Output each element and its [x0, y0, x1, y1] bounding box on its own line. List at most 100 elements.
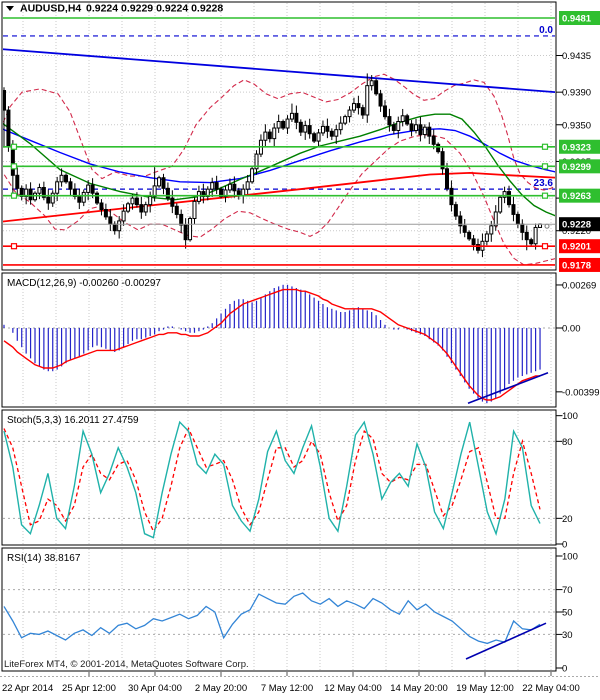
candle-bullish — [245, 181, 250, 190]
candle-bearish — [298, 121, 303, 133]
candle-bearish — [476, 244, 481, 251]
macd-scale-label: -0.00399 — [562, 387, 600, 398]
candle-bullish — [143, 204, 148, 213]
line-handle-marker[interactable] — [541, 143, 549, 150]
line-handle-marker[interactable] — [10, 192, 18, 199]
candle-bullish — [50, 192, 55, 204]
candle-bearish — [267, 131, 272, 140]
candle-bearish — [134, 197, 139, 206]
chart-title-symbol: AUDUSD,H4 — [20, 3, 81, 15]
rsi-panel[interactable] — [1, 547, 557, 672]
macd-scale-label: 0.00 — [562, 324, 581, 335]
candle-bullish — [117, 220, 122, 232]
candle-bearish — [232, 183, 237, 192]
time-axis-label[interactable]: 25 Apr 12:00 — [62, 683, 116, 694]
time-axis-label[interactable]: 22 May 04:00 — [522, 683, 580, 694]
candle-bearish — [95, 192, 100, 204]
time-axis-layer[interactable]: 22 Apr 2014 25 Apr 12:00 30 Apr 04:00 2 May… — [0, 672, 600, 694]
candle-bearish — [374, 80, 379, 95]
price-badge-label: 0.9201 — [562, 242, 592, 253]
candle-bullish — [422, 126, 427, 136]
price-badge-green — [559, 11, 600, 25]
candle-bullish — [285, 118, 290, 129]
main-price-panel[interactable] — [1, 1, 557, 271]
price-badge-black — [559, 217, 600, 232]
symbol-dropdown-icon[interactable] — [6, 6, 14, 11]
candle-bullish — [86, 184, 91, 193]
time-axis-label[interactable]: 2 May 20:00 — [195, 683, 247, 694]
grid-layer — [3, 3, 555, 670]
candle-bearish — [28, 188, 33, 201]
candle-bearish — [462, 225, 467, 233]
line-handle-marker[interactable] — [10, 243, 18, 250]
rsi-line — [3, 592, 541, 645]
price-badge-label: 0.9263 — [562, 191, 591, 202]
candle-bullish — [400, 115, 405, 123]
candle-bullish — [493, 211, 498, 227]
candle-bullish — [347, 109, 352, 118]
candle-bearish — [409, 123, 414, 131]
time-axis-label[interactable]: 14 May 20:00 — [390, 683, 448, 694]
candle-bullish — [484, 233, 489, 242]
candle-bullish — [272, 127, 277, 140]
price-badge-green — [559, 139, 600, 154]
candle-bearish — [165, 187, 170, 199]
candle-bearish — [329, 130, 334, 137]
candle-bearish — [391, 124, 396, 131]
candle-bearish — [10, 145, 15, 176]
candle-bearish — [214, 182, 219, 190]
candle-bullish — [126, 203, 131, 212]
candle-bullish — [396, 121, 401, 131]
stochastic-panel[interactable] — [1, 409, 557, 546]
candle-bullish — [316, 132, 321, 142]
candle-bearish — [183, 224, 188, 241]
copyright-text: LiteForex MT4, © 2001-2014, MetaQuotes S… — [4, 659, 249, 670]
candle-bearish — [307, 125, 312, 135]
time-axis-label[interactable]: 30 Apr 04:00 — [128, 683, 182, 694]
macd-scale-label: 0.00269 — [562, 280, 596, 291]
time-axis-label[interactable]: 19 May 12:00 — [456, 683, 514, 694]
candle-bearish — [64, 174, 69, 183]
candle-bullish — [152, 185, 157, 197]
line-handle-marker[interactable] — [10, 163, 18, 170]
candle-bullish — [343, 116, 348, 124]
rsi-label: RSI(14) 38.8167 — [7, 553, 81, 564]
price-badge-label: 0.9178 — [562, 260, 591, 271]
line-handle-marker[interactable] — [541, 192, 549, 199]
candle-bearish — [219, 188, 224, 197]
price-scale-label: 0.9350 — [562, 120, 591, 131]
candle-bearish — [112, 223, 117, 232]
candle-bearish — [445, 168, 449, 189]
candle-bearish — [170, 197, 175, 207]
candle-bullish — [320, 125, 325, 134]
time-axis-label[interactable]: 22 Apr 2014 — [2, 683, 53, 694]
price-badge-label: 0.9228 — [562, 220, 591, 231]
price-badge-green — [559, 188, 600, 203]
candle-bullish — [205, 188, 210, 197]
line-handle-marker[interactable] — [541, 243, 549, 250]
candle-bearish — [41, 187, 46, 198]
stochastic-scale-label: 0 — [562, 540, 567, 551]
price-badge-red — [559, 257, 600, 272]
time-axis-label[interactable]: 12 May 04:00 — [324, 683, 382, 694]
rsi-scale-label: 100 — [562, 552, 578, 563]
candle-bearish — [46, 196, 51, 204]
candle-bullish — [59, 174, 64, 183]
candle-bullish — [192, 200, 197, 219]
line-handle-marker[interactable] — [541, 163, 549, 170]
rsi-trendline[interactable] — [465, 622, 547, 660]
candle-bullish — [81, 191, 86, 203]
candle-bearish — [201, 191, 206, 197]
candle-bullish — [157, 177, 162, 187]
candle-bearish — [405, 115, 410, 125]
line-handle-marker[interactable] — [10, 143, 18, 150]
candle-bearish — [312, 133, 317, 142]
candle-bearish — [360, 107, 365, 116]
price-scale-layer: 0.94350.93900.93500.93050.92600.92200.00… — [556, 11, 600, 675]
macd-trendline[interactable] — [467, 372, 549, 404]
time-axis-label[interactable]: 7 May 12:00 — [261, 683, 313, 694]
price-badge-label: 0.9299 — [562, 162, 591, 173]
candle-bearish — [174, 205, 179, 215]
